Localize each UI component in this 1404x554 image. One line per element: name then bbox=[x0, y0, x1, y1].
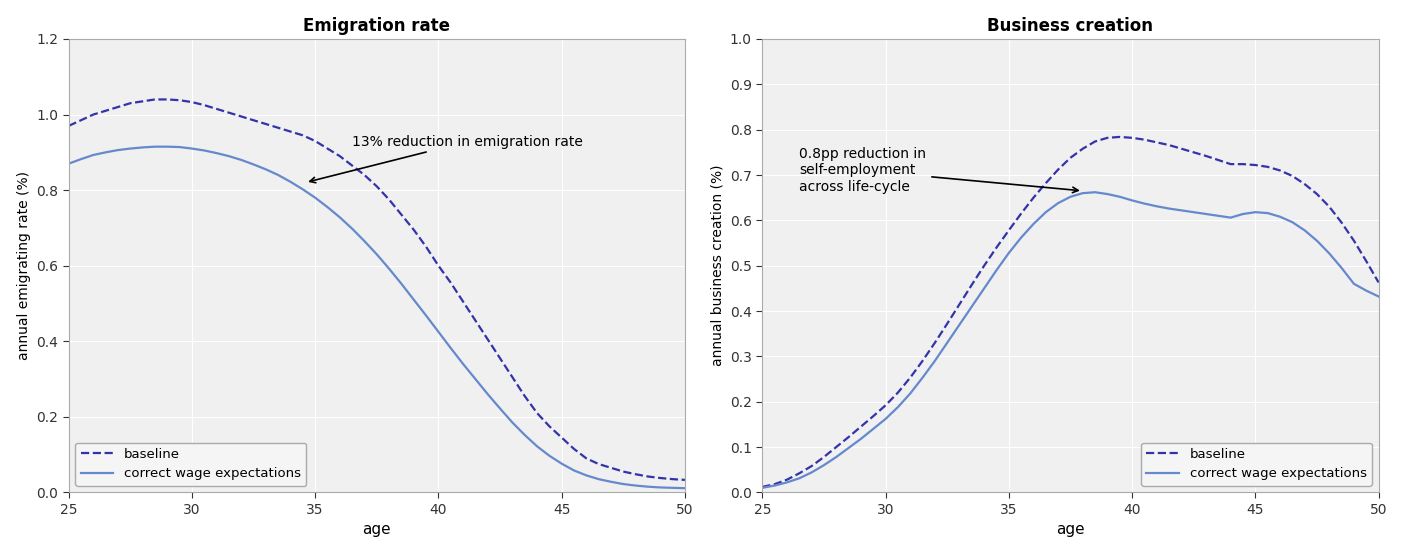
Legend: baseline, correct wage expectations: baseline, correct wage expectations bbox=[76, 443, 306, 486]
X-axis label: age: age bbox=[1056, 522, 1085, 537]
Text: 0.8pp reduction in
self-employment
across life-cycle: 0.8pp reduction in self-employment acros… bbox=[799, 147, 1078, 194]
Title: Emigration rate: Emigration rate bbox=[303, 17, 451, 35]
Title: Business creation: Business creation bbox=[987, 17, 1154, 35]
Text: 13% reduction in emigration rate: 13% reduction in emigration rate bbox=[310, 135, 583, 183]
Y-axis label: annual emigrating rate (%): annual emigrating rate (%) bbox=[17, 171, 31, 360]
Legend: baseline, correct wage expectations: baseline, correct wage expectations bbox=[1141, 443, 1372, 486]
X-axis label: age: age bbox=[362, 522, 392, 537]
Y-axis label: annual business creation (%): annual business creation (%) bbox=[710, 165, 724, 366]
